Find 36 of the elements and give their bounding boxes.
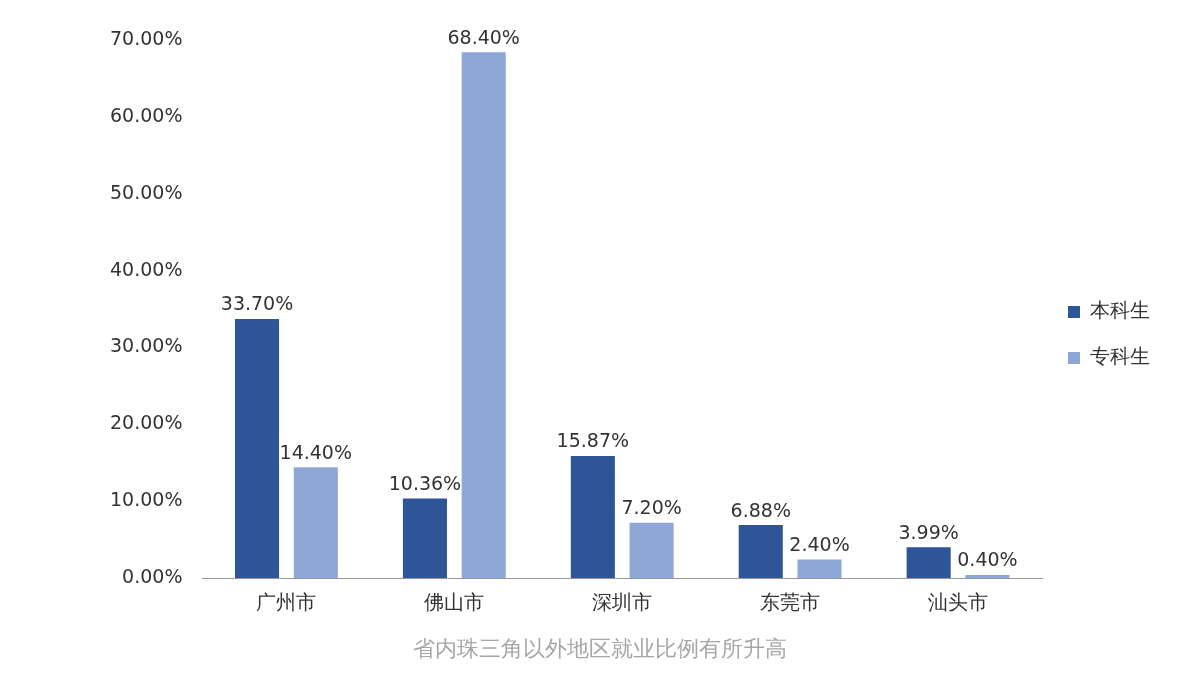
bar xyxy=(965,574,1010,578)
text: 省内珠三角以外地区就业比例有所升高 xyxy=(412,635,788,663)
bar xyxy=(797,559,842,578)
bar xyxy=(402,498,447,578)
legend-label: 本科生 xyxy=(1090,298,1150,323)
legend-label: 专科生 xyxy=(1090,344,1150,369)
bar xyxy=(629,522,674,578)
data-label: 68.40% xyxy=(447,25,520,48)
x-tick-label: 东莞市 xyxy=(760,590,821,615)
x-tick-label: 广州市 xyxy=(256,590,317,615)
bar xyxy=(461,52,506,578)
y-tick-label: 40.00% xyxy=(109,257,183,280)
bar xyxy=(570,456,615,578)
bar xyxy=(293,467,338,578)
y-tick-label: 20.00% xyxy=(109,411,183,434)
data-label: 6.88% xyxy=(730,498,791,521)
data-label: 0.40% xyxy=(957,548,1018,571)
data-label: 33.70% xyxy=(220,292,294,315)
bar xyxy=(738,525,783,578)
y-tick-label: 10.00% xyxy=(109,488,183,511)
x-tick-label: 汕头市 xyxy=(928,590,989,615)
y-tick-label: 60.00% xyxy=(109,103,183,126)
data-label: 14.40% xyxy=(279,440,353,463)
y-tick-label: 0.00% xyxy=(122,564,183,587)
x-tick-label: 佛山市 xyxy=(424,590,485,615)
data-label: 15.87% xyxy=(556,429,630,452)
data-label: 2.40% xyxy=(789,532,850,555)
x-tick-label: 深圳市 xyxy=(592,590,653,615)
y-tick-label: 30.00% xyxy=(109,334,183,357)
y-tick-label: 50.00% xyxy=(109,180,183,203)
y-tick-label: 70.00% xyxy=(109,26,183,49)
data-label: 3.99% xyxy=(898,520,959,543)
data-label: 7.20% xyxy=(621,496,682,519)
bar xyxy=(906,547,951,578)
data-label: 10.36% xyxy=(388,471,462,494)
bar xyxy=(234,318,280,578)
